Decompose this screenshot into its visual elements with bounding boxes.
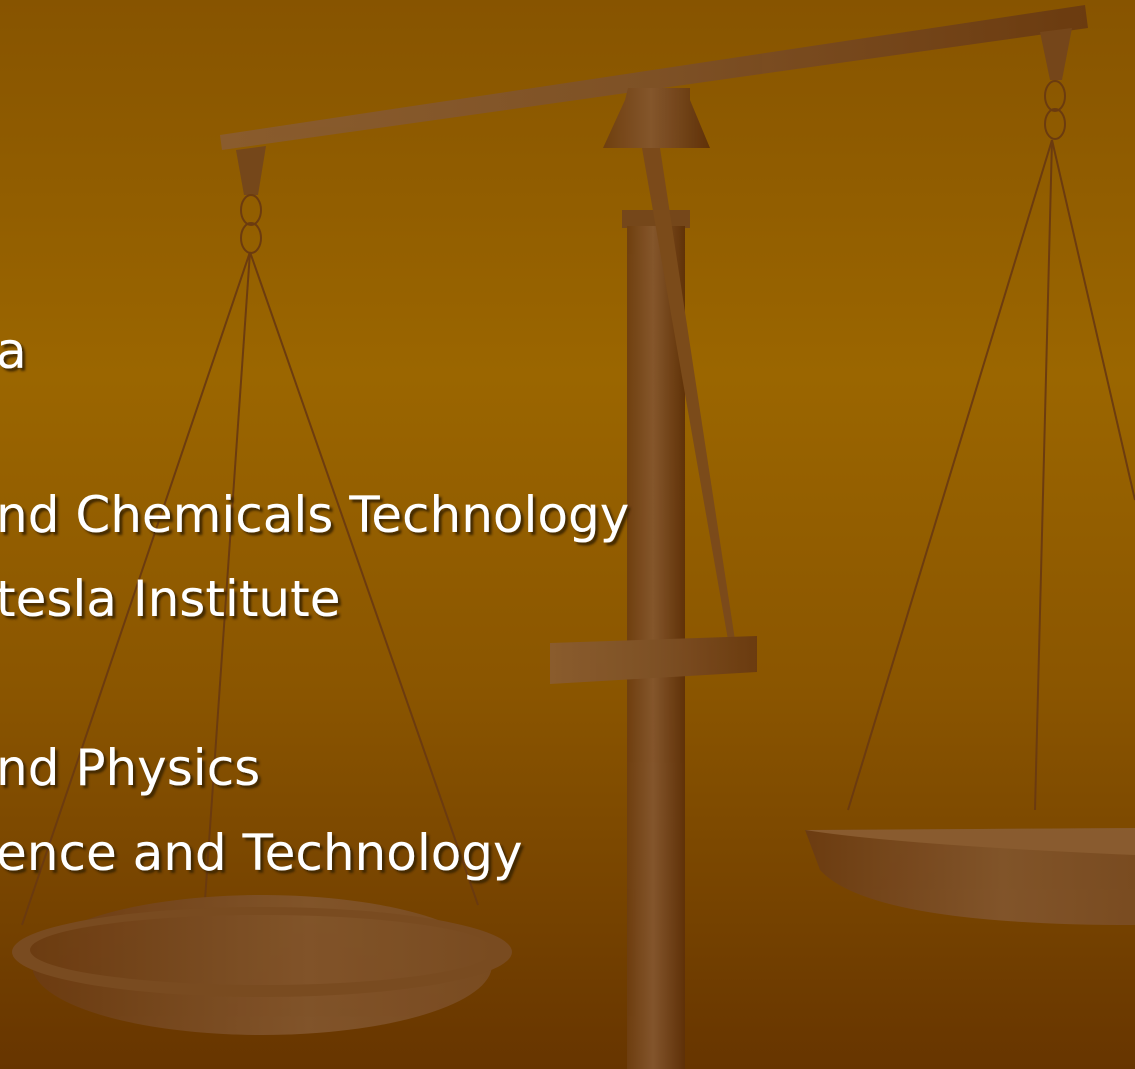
text-line: nd Physics <box>0 739 260 797</box>
text-line: a <box>0 322 27 380</box>
text-line: nd Chemicals Technology <box>0 486 629 544</box>
text-line: ence and Technology <box>0 824 523 882</box>
scale-illustration <box>12 5 1135 1069</box>
text-line: tesla Institute <box>0 570 340 628</box>
text-lines: a nd Chemicals Technology tesla Institut… <box>0 322 629 882</box>
